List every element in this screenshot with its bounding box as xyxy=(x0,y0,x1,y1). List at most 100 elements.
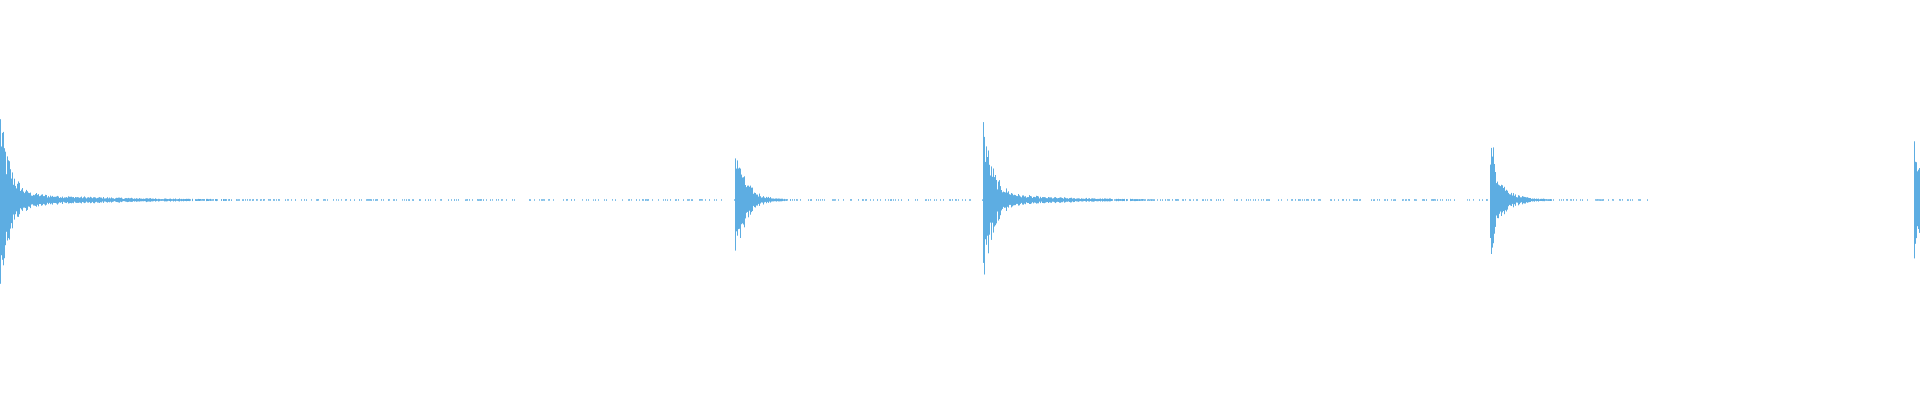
waveform-sample xyxy=(207,198,208,201)
waveform-sample xyxy=(1394,199,1395,201)
waveform-sample xyxy=(73,197,74,204)
waveform-sample xyxy=(1010,194,1011,205)
waveform-sample xyxy=(86,198,87,202)
waveform-sample xyxy=(1,146,2,256)
waveform-sample xyxy=(361,199,362,201)
waveform-sample xyxy=(1278,199,1279,201)
waveform-sample xyxy=(747,185,748,212)
waveform-sample xyxy=(381,199,382,201)
waveform-sample xyxy=(367,199,368,201)
waveform-sample xyxy=(190,199,191,201)
waveform-sample xyxy=(991,166,992,240)
waveform-sample xyxy=(792,199,793,201)
waveform-sample xyxy=(983,122,984,263)
waveform-sample xyxy=(1346,199,1347,201)
waveform-sample xyxy=(173,198,174,202)
waveform-sample xyxy=(451,199,452,201)
waveform-sample xyxy=(639,199,640,201)
waveform-sample xyxy=(103,197,104,203)
waveform-sample xyxy=(178,199,179,202)
waveform-sample xyxy=(586,199,587,201)
waveform-sample xyxy=(1582,199,1583,201)
waveform-sample xyxy=(1523,196,1524,204)
waveform-sample xyxy=(91,197,92,203)
waveform-sample xyxy=(1131,199,1132,201)
waveform-sample xyxy=(752,187,753,211)
waveform-sample xyxy=(888,199,889,201)
waveform-sample xyxy=(41,194,42,206)
waveform-sample xyxy=(32,195,33,205)
waveform-sample xyxy=(169,198,170,201)
waveform-sample xyxy=(1496,183,1497,216)
waveform-sample xyxy=(1093,198,1094,202)
waveform-sample xyxy=(692,199,693,201)
waveform-sample xyxy=(1147,199,1148,201)
waveform-sample xyxy=(934,199,935,201)
waveform-sample xyxy=(1529,198,1530,203)
waveform-sample xyxy=(145,198,146,202)
waveform-sample xyxy=(917,199,918,201)
waveform-sample xyxy=(851,199,852,201)
waveform-sample xyxy=(1051,197,1052,203)
waveform-sample xyxy=(490,199,491,201)
waveform-sample xyxy=(1422,199,1423,201)
waveform-sample xyxy=(208,199,209,201)
waveform-sample xyxy=(122,198,123,202)
waveform-sample xyxy=(1154,199,1155,201)
waveform-sample xyxy=(956,199,957,201)
waveform-sample xyxy=(1122,198,1123,202)
waveform-sample xyxy=(1092,198,1093,202)
waveform-sample xyxy=(24,193,25,208)
waveform-sample xyxy=(132,198,133,202)
waveform-sample xyxy=(1007,192,1008,207)
waveform-sample xyxy=(420,199,421,201)
waveform-sample xyxy=(26,189,27,211)
waveform-sample xyxy=(1037,196,1038,204)
waveform-sample xyxy=(143,198,144,202)
waveform-sample xyxy=(539,199,540,201)
waveform-sample xyxy=(891,199,892,201)
waveform-sample xyxy=(1079,198,1080,202)
waveform-sample xyxy=(1193,199,1194,201)
waveform-sample xyxy=(133,198,134,202)
waveform-sample xyxy=(1613,199,1614,201)
waveform-sample xyxy=(1291,199,1292,201)
waveform-sample xyxy=(142,198,143,202)
waveform-sample xyxy=(958,199,959,201)
waveform-sample xyxy=(16,188,17,212)
waveform-sample xyxy=(908,199,909,201)
waveform-sample xyxy=(1377,199,1378,201)
waveform-sample xyxy=(1132,198,1133,201)
waveform-sample xyxy=(1469,199,1470,201)
waveform-sample xyxy=(824,199,825,201)
waveform-sample xyxy=(238,199,239,201)
waveform-sample xyxy=(1640,199,1641,201)
waveform-sample xyxy=(9,161,10,240)
waveform-sample xyxy=(115,198,116,202)
waveform-sample xyxy=(182,199,183,201)
waveform-sample xyxy=(955,199,956,201)
waveform-sample xyxy=(102,198,103,202)
waveform-sample xyxy=(137,198,138,202)
waveform-sample xyxy=(174,199,175,201)
waveform-sample xyxy=(1596,199,1597,201)
waveform-sample xyxy=(512,199,513,201)
waveform-sample xyxy=(1019,195,1020,206)
waveform-sample xyxy=(1527,197,1528,203)
waveform-sample xyxy=(1100,198,1101,202)
waveform-sample xyxy=(121,197,122,203)
waveform-sample xyxy=(118,197,119,203)
waveform-sample xyxy=(1022,195,1023,205)
waveform-sample xyxy=(291,199,292,201)
waveform-sample xyxy=(62,196,63,204)
waveform-sample xyxy=(675,199,676,201)
waveform-sample xyxy=(850,199,851,201)
waveform-sample xyxy=(1595,199,1596,201)
waveform-sample xyxy=(153,198,154,202)
waveform-sample xyxy=(105,198,106,202)
waveform-sample xyxy=(83,197,84,203)
waveform-sample xyxy=(1550,199,1551,201)
waveform-sample xyxy=(742,177,743,224)
waveform-sample xyxy=(670,199,671,201)
waveform-sample xyxy=(409,199,410,201)
